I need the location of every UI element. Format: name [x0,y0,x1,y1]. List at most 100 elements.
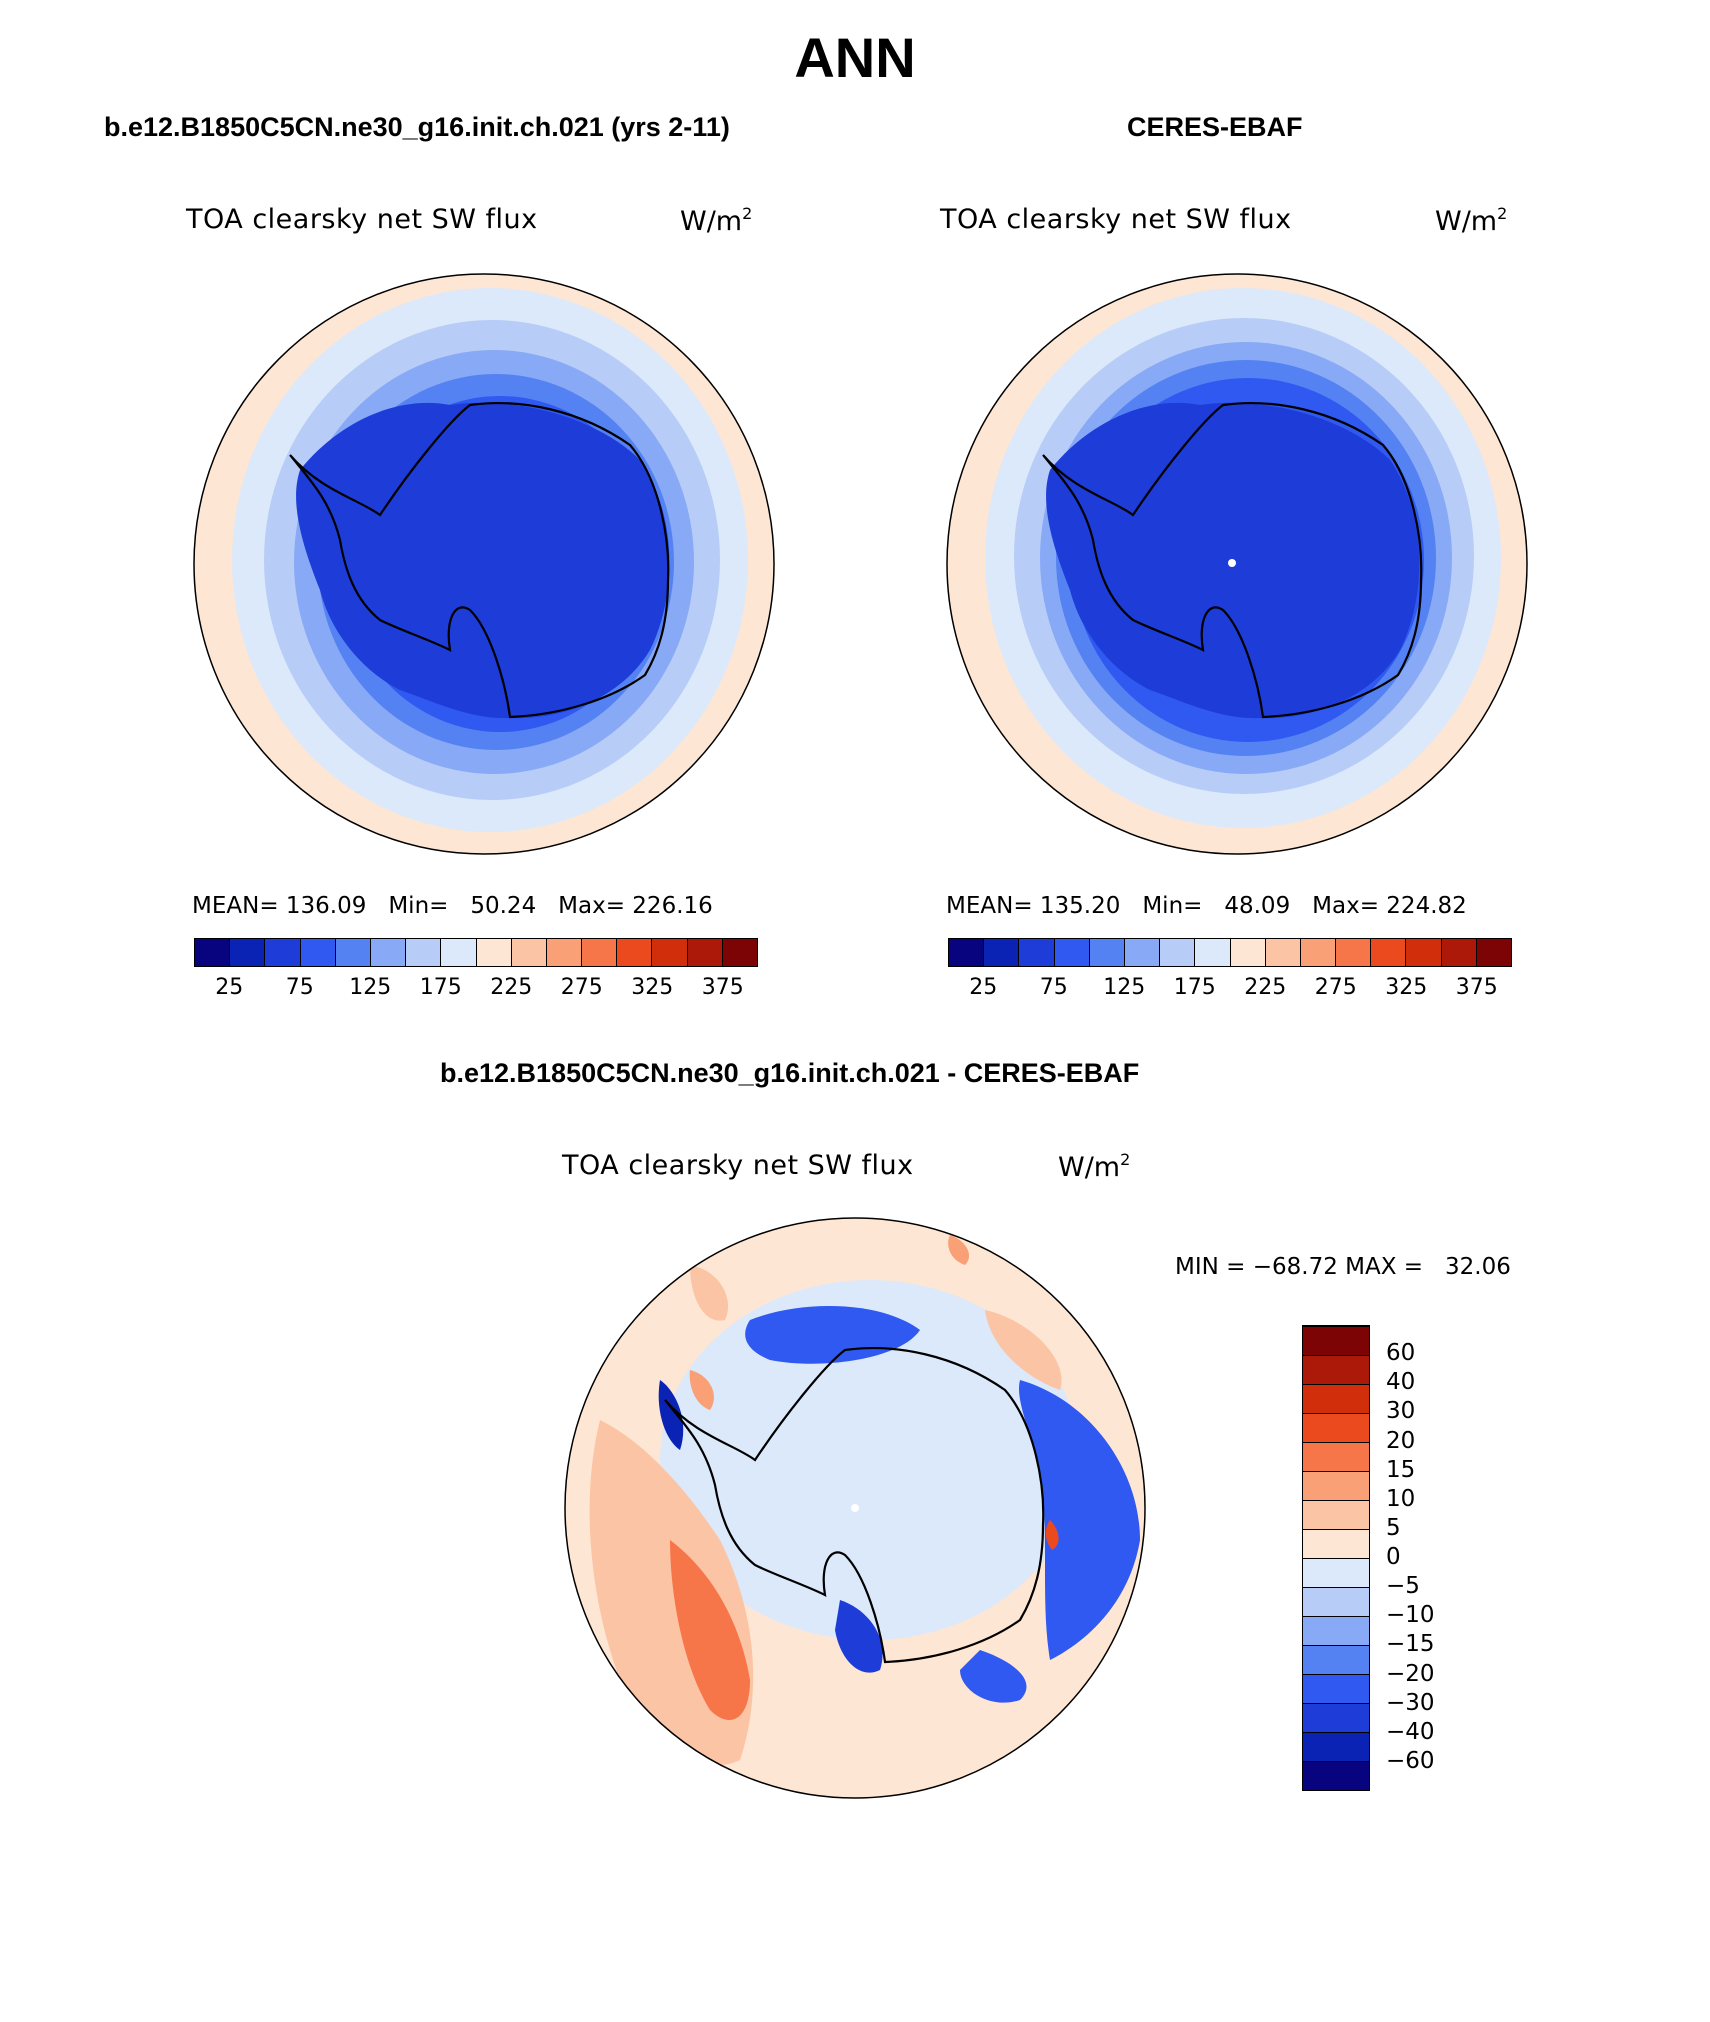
obs-panel-title: CERES-EBAF [1127,112,1303,142]
colorbar-swatch [370,939,407,966]
colorbar-swatch [687,939,723,966]
colorbar-tick-label: 125 [1103,975,1146,1000]
colorbar-swatch [617,939,653,966]
diff-colorbar [1302,1325,1370,1791]
colorbar-swatch [476,939,512,966]
colorbar-tick-label: 225 [490,975,533,1000]
colorbar-swatch [652,939,688,966]
antarctica-outline-model [289,402,670,719]
colorbar-swatch [1160,939,1196,966]
diff-field-label: TOA clearsky net SW flux [562,1150,914,1181]
obs-colorbar [948,938,1512,967]
model-field-label: TOA clearsky net SW flux [186,204,538,235]
colorbar-swatch [1230,939,1266,966]
colorbar-swatch [1303,1587,1369,1616]
colorbar-tick-label: 25 [969,975,998,1000]
colorbar-tick-label: 225 [1244,975,1287,1000]
colorbar-tick-label: 10 [1386,1485,1416,1512]
colorbar-swatch [1303,1471,1369,1500]
colorbar-tick-label: −15 [1386,1631,1435,1658]
model-panel-title: b.e12.B1850C5CN.ne30_g16.init.ch.021 (yr… [104,112,730,142]
colorbar-tick-label: 175 [419,975,462,1000]
colorbar-swatch [1303,1355,1369,1384]
colorbar-swatch [1336,939,1372,966]
colorbar-tick-label: 375 [1455,975,1498,1000]
colorbar-swatch [1303,1384,1369,1413]
colorbar-swatch [1476,939,1511,966]
colorbar-swatch [1441,939,1477,966]
colorbar-swatch [335,939,371,966]
colorbar-swatch [195,939,231,966]
colorbar-tick-label: −60 [1386,1747,1435,1774]
diff-units-label: W/m2 [1058,1150,1131,1183]
colorbar-tick-label: 40 [1386,1369,1416,1396]
colorbar-swatch [1300,939,1337,966]
colorbar-swatch [1303,1558,1369,1587]
obs-stats: MEAN= 135.20 Min= 48.09 Max= 224.82 [946,893,1467,919]
colorbar-swatch [582,939,618,966]
colorbar-swatch [230,939,266,966]
colorbar-swatch [1195,939,1231,966]
colorbar-tick-label: 325 [1385,975,1428,1000]
colorbar-tick-label: 60 [1386,1340,1416,1367]
colorbar-tick-label: 175 [1173,975,1216,1000]
obs-field-label: TOA clearsky net SW flux [940,204,1292,235]
obs-units-label: W/m2 [1435,204,1508,237]
colorbar-swatch [1303,1732,1369,1761]
colorbar-swatch [511,939,547,966]
model-units-label: W/m2 [680,204,753,237]
colorbar-tick-label: 0 [1386,1544,1401,1570]
colorbar-tick-label: 325 [631,975,674,1000]
colorbar-tick-label: −40 [1386,1718,1435,1745]
colorbar-tick-label: 15 [1386,1456,1416,1483]
diff-panel-title: b.e12.B1850C5CN.ne30_g16.init.ch.021 - C… [440,1058,1140,1088]
colorbar-tick-label: −20 [1386,1660,1435,1687]
colorbar-tick-label: 75 [1039,975,1068,1000]
colorbar-swatch [1303,1413,1369,1442]
colorbar-swatch [1303,1703,1369,1732]
colorbar-tick-label: −5 [1386,1573,1420,1600]
colorbar-swatch [1371,939,1407,966]
colorbar-swatch [406,939,442,966]
colorbar-swatch [1089,939,1125,966]
colorbar-tick-label: 125 [349,975,392,1000]
colorbar-tick-label: −30 [1386,1689,1435,1716]
colorbar-swatch [1303,1761,1369,1790]
colorbar-swatch [1303,1616,1369,1645]
colorbar-swatch [300,939,336,966]
colorbar-swatch [1303,1645,1369,1674]
colorbar-tick-label: 20 [1386,1427,1416,1454]
colorbar-tick-label: 275 [560,975,603,1000]
colorbar-swatch [546,939,583,966]
colorbar-swatch [1303,1674,1369,1703]
colorbar-tick-label: 375 [701,975,744,1000]
model-stats: MEAN= 136.09 Min= 50.24 Max= 226.16 [192,893,713,919]
colorbar-swatch [1303,1326,1369,1355]
colorbar-swatch [1265,939,1301,966]
diff-stats: MIN = −68.72 MAX = 32.06 [1175,1254,1511,1280]
colorbar-swatch [441,939,477,966]
colorbar-swatch [1303,1442,1369,1471]
colorbar-swatch [984,939,1020,966]
colorbar-tick-label: 30 [1386,1398,1416,1425]
colorbar-swatch [1406,939,1442,966]
colorbar-tick-label: 25 [215,975,244,1000]
antarctica-outline-diff [664,1347,1045,1664]
colorbar-tick-label: 5 [1386,1514,1401,1541]
antarctica-outline-obs [1042,402,1423,719]
colorbar-swatch [265,939,301,966]
colorbar-swatch [949,939,985,966]
model-colorbar [194,938,758,967]
colorbar-swatch [1303,1529,1369,1558]
colorbar-swatch [722,939,757,966]
colorbar-swatch [1019,939,1055,966]
colorbar-swatch [1124,939,1161,966]
colorbar-tick-label: 75 [285,975,314,1000]
colorbar-tick-label: −10 [1386,1602,1435,1629]
page-title: ANN [794,26,916,89]
colorbar-swatch [1054,939,1090,966]
colorbar-tick-label: 275 [1314,975,1357,1000]
